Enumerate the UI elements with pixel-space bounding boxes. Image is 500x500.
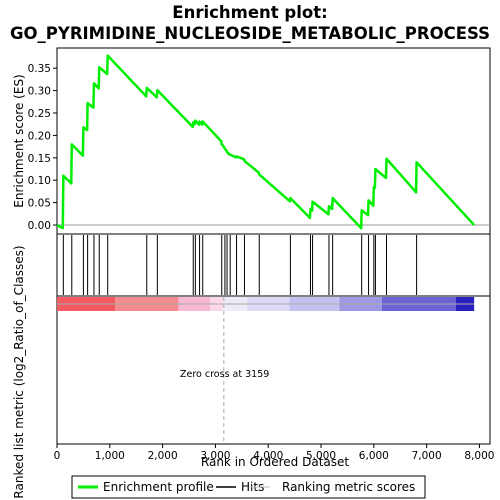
es-panel bbox=[56, 47, 491, 235]
x-tick-label: 8,000 bbox=[464, 450, 494, 462]
metric-panel bbox=[56, 295, 491, 445]
y-tick-label: 0.00 bbox=[28, 220, 51, 232]
legend: Enrichment profile Hits Ranking metric s… bbox=[71, 475, 426, 499]
y-axis-label-bottom: Ranked list metric (log2_Ratio_of_Classe… bbox=[12, 245, 26, 498]
legend-es-label: Enrichment profile bbox=[103, 480, 214, 494]
x-tick-label: 7,000 bbox=[412, 450, 442, 462]
legend-box bbox=[71, 475, 426, 499]
zero-cross-annotation: Zero cross at 3159 bbox=[180, 369, 269, 380]
y-tick-label: 0.15 bbox=[28, 153, 51, 165]
legend-metric-label: Ranking metric scores bbox=[282, 480, 415, 494]
x-tick-label: 0 bbox=[54, 450, 61, 462]
hits-panel bbox=[56, 233, 491, 297]
x-tick-label: 1,000 bbox=[95, 450, 125, 462]
enrichment-profile-line bbox=[56, 54, 476, 230]
y-tick-label: 0.30 bbox=[28, 86, 51, 98]
x-tick-label: 5,000 bbox=[306, 450, 336, 462]
x-tick-label: 6,000 bbox=[359, 450, 389, 462]
x-tick-label: 4,000 bbox=[253, 450, 283, 462]
chart-title-line1: Enrichment plot: bbox=[172, 3, 327, 22]
chart-title-line2: GO_PYRIMIDINE_NUCLEOSIDE_METABOLIC_PROCE… bbox=[10, 24, 490, 43]
x-tick-label: 3,000 bbox=[200, 450, 230, 462]
x-tick-label: 2,000 bbox=[148, 450, 178, 462]
x-axis-label: Rank in Ordered Dataset bbox=[201, 455, 349, 469]
y-tick-label: 0.25 bbox=[28, 108, 51, 120]
y-tick-label: 0.35 bbox=[28, 63, 51, 75]
y-tick-label: 0.05 bbox=[28, 198, 51, 210]
y-axis-label-top: Enrichment score (ES) bbox=[12, 74, 26, 207]
y-tick-label: 0.20 bbox=[28, 130, 51, 142]
y-tick-label: 0.10 bbox=[28, 175, 51, 187]
